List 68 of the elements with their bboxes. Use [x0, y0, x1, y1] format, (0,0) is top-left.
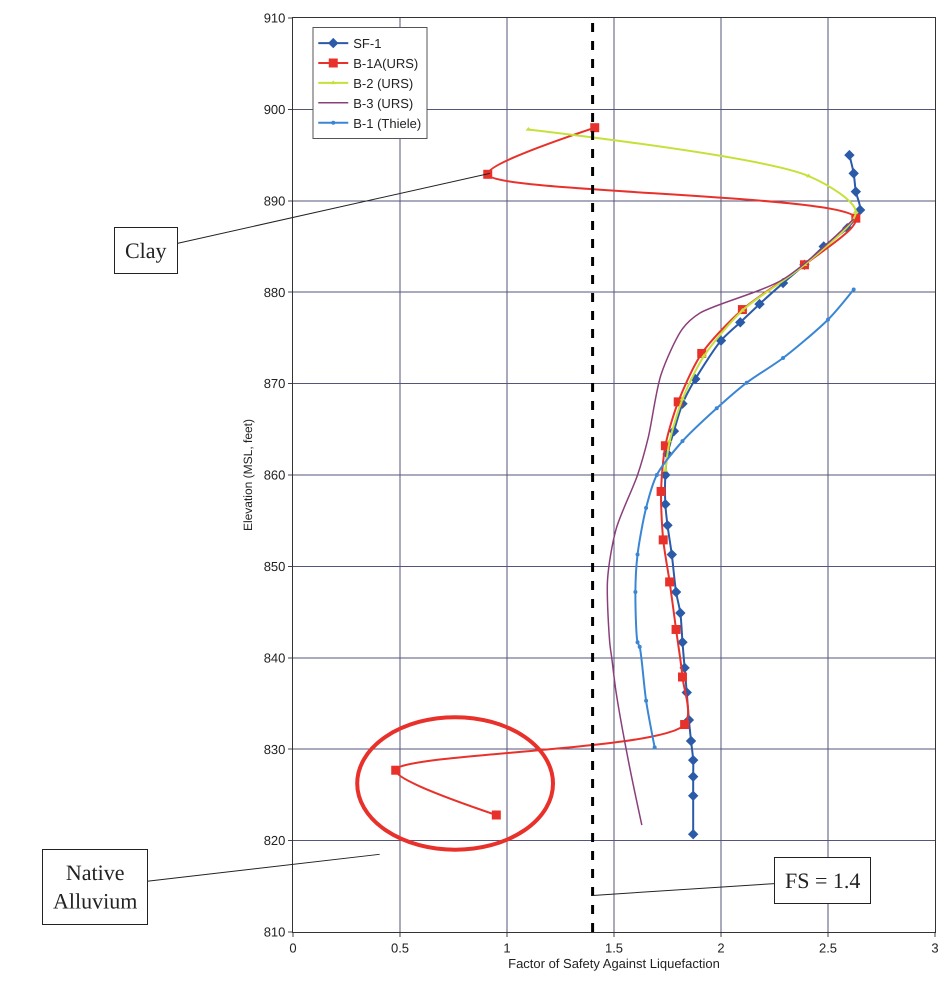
point — [666, 549, 677, 560]
point — [658, 535, 668, 544]
point — [656, 486, 666, 496]
y-tick-label: 880 — [264, 284, 286, 300]
point — [744, 380, 749, 385]
point — [735, 317, 746, 328]
point — [680, 720, 690, 730]
y-tick-label: 900 — [264, 102, 286, 117]
y-tick-label: 850 — [264, 558, 286, 574]
point — [716, 335, 726, 346]
annotation: Clay — [125, 238, 167, 263]
legend-label: B-1 (Thiele) — [353, 116, 422, 131]
point — [644, 506, 648, 510]
point — [781, 356, 786, 360]
point — [660, 499, 671, 510]
point — [654, 473, 659, 477]
point — [670, 586, 682, 598]
point — [852, 287, 856, 292]
y-tick-label: 810 — [264, 924, 286, 940]
y-tick-label: 840 — [264, 650, 286, 666]
y-tick-label: 910 — [264, 10, 286, 26]
point — [391, 766, 400, 775]
point — [688, 771, 698, 782]
point — [483, 170, 492, 179]
x-tick-label: 1 — [503, 940, 511, 956]
legend-label: B-3 (URS) — [353, 96, 414, 111]
point — [636, 552, 640, 557]
point — [850, 186, 862, 197]
y-tick-label: 860 — [264, 468, 286, 483]
point — [662, 520, 673, 530]
point — [644, 698, 648, 703]
point — [826, 318, 830, 322]
text: Native Alluvium — [53, 860, 138, 914]
x-axis-title: Factor of Safety Against Liquefaction — [508, 956, 720, 972]
point — [638, 644, 642, 649]
point — [678, 672, 687, 682]
point — [665, 577, 674, 586]
x-tick-label: 3 — [931, 940, 939, 956]
legend-label: SF-1 — [353, 36, 382, 52]
y-tick-label: 890 — [264, 193, 286, 208]
point — [844, 150, 855, 160]
y-tick-label: 820 — [264, 833, 286, 848]
point — [754, 298, 765, 310]
point — [688, 754, 698, 766]
x-tick-label: 0.5 — [390, 940, 410, 956]
point — [675, 608, 686, 618]
point — [688, 790, 698, 802]
ref-line-label: FS = 1.4 — [785, 868, 860, 893]
point — [636, 640, 640, 644]
point — [492, 810, 501, 820]
point — [714, 406, 719, 410]
point — [688, 829, 698, 840]
point — [848, 168, 859, 179]
legend-label: B-1A(URS) — [353, 56, 418, 72]
y-tick-label: 870 — [264, 376, 286, 392]
x-tick-label: 2 — [717, 940, 725, 956]
legend-label: B-2 (URS) — [353, 76, 414, 91]
y-tick-label: 830 — [264, 742, 286, 757]
point — [680, 439, 684, 444]
x-tick-label: 0 — [289, 940, 297, 956]
point — [590, 123, 600, 132]
x-tick-label: 2.5 — [818, 940, 838, 956]
x-tick-label: 1.5 — [604, 940, 624, 956]
y-axis-title: Elevation (MSL, feet) — [240, 418, 255, 532]
point — [633, 590, 638, 594]
point — [652, 745, 657, 750]
point — [686, 736, 696, 746]
point — [672, 624, 681, 634]
